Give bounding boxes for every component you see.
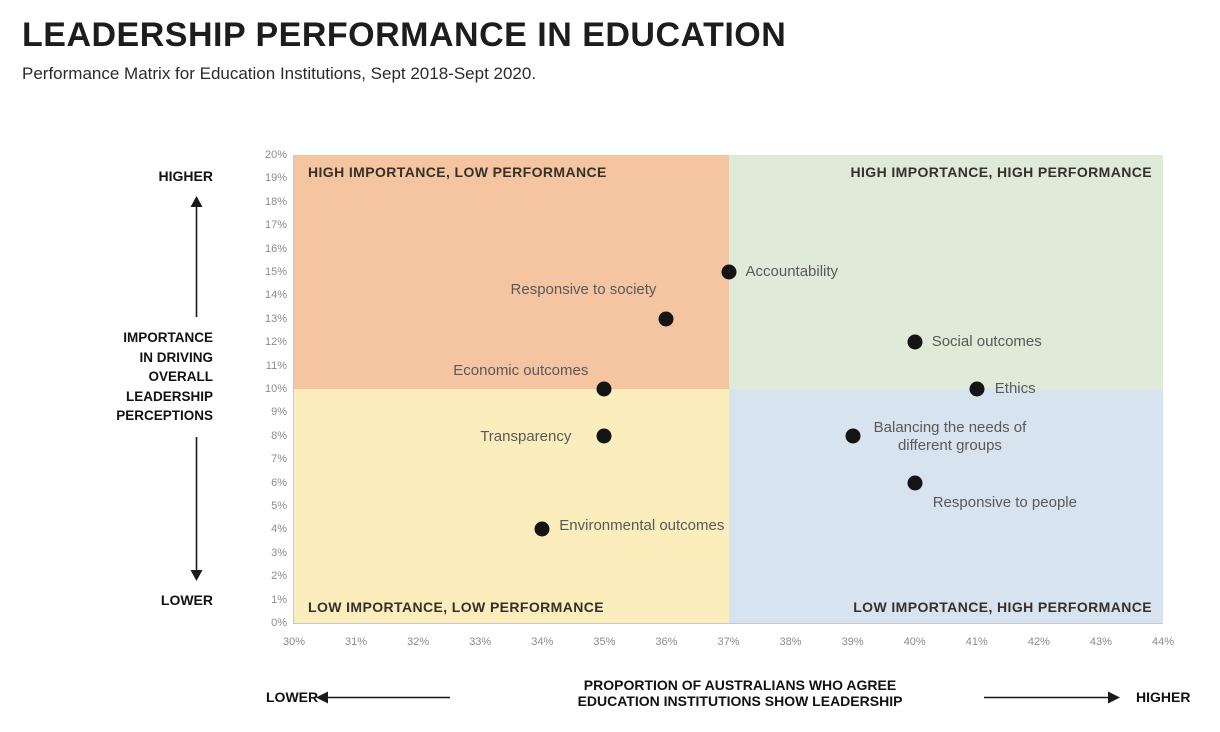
point-label: Responsive to society — [510, 280, 657, 298]
quadrant-label: HIGH IMPORTANCE, LOW PERFORMANCE — [308, 164, 607, 180]
page-subtitle: Performance Matrix for Education Institu… — [22, 64, 537, 83]
quadrant-label: LOW IMPORTANCE, HIGH PERFORMANCE — [853, 599, 1152, 615]
quadrant-top-left: HIGH IMPORTANCE, LOW PERFORMANCE — [294, 155, 729, 389]
x-tick-label: 30% — [282, 636, 306, 648]
y-tick-label: 19% — [264, 172, 287, 185]
right-arrow-icon — [984, 691, 1120, 704]
x-tick-label: 31% — [345, 636, 368, 648]
y-tick-label: 3% — [271, 546, 287, 559]
point-label: Economic outcomes — [453, 362, 589, 379]
scatter-dot — [658, 311, 674, 327]
y-tick-label: 10% — [264, 383, 287, 395]
x-tick-label: 32% — [407, 636, 430, 648]
y-axis-title-line: IMPORTANCE — [123, 330, 213, 345]
x-axis-higher-label: HIGHER — [1136, 689, 1191, 705]
scatter-dot — [721, 264, 736, 280]
y-tick-label: 5% — [271, 500, 287, 512]
y-tick-label: 14% — [264, 289, 287, 302]
x-tick-label: 36% — [655, 636, 678, 648]
y-axis-lower-label: LOWER — [160, 592, 213, 608]
down-arrow-icon — [190, 437, 203, 581]
y-tick-label: 9% — [271, 406, 287, 419]
x-tick-label: 44% — [1151, 636, 1175, 648]
x-tick-label: 42% — [1027, 636, 1050, 648]
scatter-dot — [845, 428, 861, 444]
y-tick-label: 2% — [271, 570, 287, 583]
x-tick-label: 43% — [1089, 636, 1112, 648]
x-tick-label: 39% — [841, 636, 864, 648]
y-tick-label: 7% — [271, 453, 287, 466]
x-tick-label: 33% — [469, 636, 492, 648]
y-tick-label: 18% — [264, 195, 287, 208]
x-tick-label: 35% — [593, 636, 616, 648]
scatter-dot — [596, 428, 612, 444]
y-tick-label: 1% — [271, 593, 287, 606]
y-axis-higher-label: HIGHER — [158, 168, 213, 184]
y-axis-title-line: PERCEPTIONS — [116, 408, 213, 423]
x-axis-title-line: PROPORTION OF AUSTRALIANS WHO AGREE — [583, 677, 897, 693]
x-tick-label: 37% — [717, 636, 740, 648]
scatter-dot — [969, 381, 985, 397]
x-tick-label: 38% — [779, 636, 802, 648]
up-arrow-icon — [190, 196, 203, 317]
y-tick-label: 11% — [265, 359, 287, 372]
quadrant-label: LOW IMPORTANCE, LOW PERFORMANCE — [308, 599, 605, 615]
left-arrow-icon — [316, 691, 450, 704]
scatter-dot — [596, 381, 612, 397]
point-label: Environmental outcomes — [559, 517, 725, 535]
x-axis-lower-label: LOWER — [266, 689, 319, 705]
quadrant-bottom-left: LOW IMPORTANCE, LOW PERFORMANCE — [294, 389, 729, 623]
point-label: Accountability — [745, 263, 839, 280]
quadrant-label: HIGH IMPORTANCE, HIGH PERFORMANCE — [850, 164, 1152, 180]
y-axis-title: IMPORTANCE IN DRIVING OVERALL LEADERSHIP… — [58, 328, 213, 426]
page-title: LEADERSHIP PERFORMANCE IN EDUCATION — [22, 16, 787, 54]
point-label: Responsive to people — [932, 493, 1077, 511]
y-tick-label: 13% — [264, 312, 287, 325]
y-tick-label: 15% — [264, 266, 287, 278]
x-tick-label: 41% — [965, 636, 988, 648]
y-axis-title-line: LEADERSHIP — [125, 388, 213, 404]
x-axis-title-line: EDUCATION INSTITUTIONS SHOW LEADERSHIP — [577, 692, 903, 709]
scatter-dot — [907, 334, 923, 350]
quadrant-top-right: HIGH IMPORTANCE, HIGH PERFORMANCE — [728, 155, 1163, 389]
y-tick-label: 8% — [271, 429, 287, 442]
point-label: Ethics — [994, 380, 1036, 397]
point-label: Social outcomes — [931, 333, 1042, 351]
y-tick-label: 16% — [264, 242, 287, 255]
x-tick-label: 34% — [531, 636, 554, 648]
y-axis-title-line: IN DRIVING — [139, 349, 213, 365]
y-tick-label: 12% — [264, 336, 287, 349]
point-label: Transparency — [480, 427, 572, 445]
y-tick-label: 17% — [264, 219, 287, 232]
point-label: Balancing the needs of different groups — [873, 418, 1027, 454]
y-tick-label: 0% — [271, 617, 287, 629]
y-tick-label: 6% — [271, 476, 287, 489]
y-tick-label: 4% — [271, 523, 287, 536]
scatter-dot — [534, 521, 550, 537]
scatter-dot — [907, 475, 923, 491]
quadrant-bottom-right: LOW IMPORTANCE, HIGH PERFORMANCE — [728, 389, 1163, 623]
plot-area: HIGH IMPORTANCE, LOW PERFORMANCE HIGH IM… — [265, 149, 1174, 648]
y-tick-label: 20% — [264, 149, 287, 161]
x-axis-title: PROPORTION OF AUSTRALIANS WHO AGREE EDUC… — [540, 677, 940, 709]
x-tick-label: 40% — [903, 636, 926, 648]
y-axis-title-line: OVERALL — [148, 369, 213, 384]
